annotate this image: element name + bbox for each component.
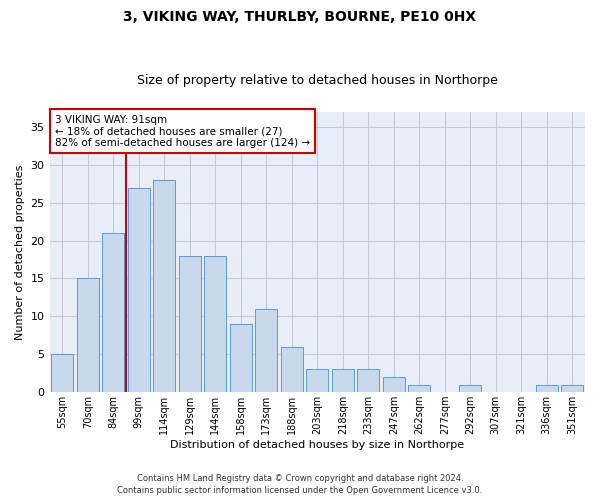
Bar: [358, 370, 379, 392]
Bar: [205, 256, 226, 392]
Y-axis label: Number of detached properties: Number of detached properties: [15, 164, 25, 340]
Bar: [128, 188, 149, 392]
Bar: [562, 384, 583, 392]
Text: Contains HM Land Registry data © Crown copyright and database right 2024.
Contai: Contains HM Land Registry data © Crown c…: [118, 474, 482, 495]
Bar: [103, 233, 124, 392]
Bar: [460, 384, 481, 392]
Bar: [332, 370, 353, 392]
Bar: [383, 377, 404, 392]
Bar: [52, 354, 73, 392]
Bar: [154, 180, 175, 392]
Text: 3, VIKING WAY, THURLBY, BOURNE, PE10 0HX: 3, VIKING WAY, THURLBY, BOURNE, PE10 0HX: [124, 10, 476, 24]
Bar: [179, 256, 200, 392]
X-axis label: Distribution of detached houses by size in Northorpe: Distribution of detached houses by size …: [170, 440, 464, 450]
Text: 3 VIKING WAY: 91sqm
← 18% of detached houses are smaller (27)
82% of semi-detach: 3 VIKING WAY: 91sqm ← 18% of detached ho…: [55, 114, 310, 148]
Bar: [230, 324, 251, 392]
Bar: [77, 278, 98, 392]
Title: Size of property relative to detached houses in Northorpe: Size of property relative to detached ho…: [137, 74, 498, 87]
Bar: [281, 346, 302, 392]
Bar: [409, 384, 430, 392]
Bar: [256, 309, 277, 392]
Bar: [536, 384, 557, 392]
Bar: [307, 370, 328, 392]
